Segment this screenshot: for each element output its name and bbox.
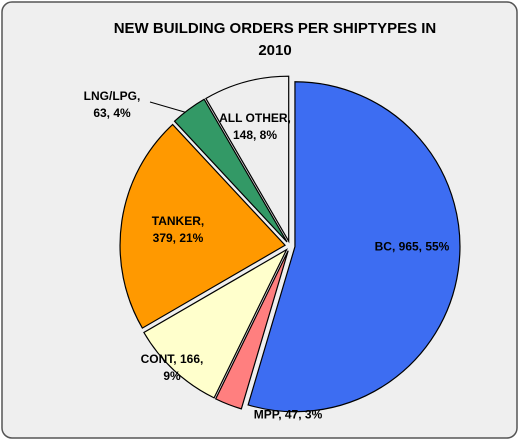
slice-label: TANKER, 379, 21% xyxy=(151,214,205,245)
slice-label: BC, 965, 55% xyxy=(374,239,450,254)
slice-label: MPP, 47, 3% xyxy=(253,407,323,422)
slice-label: CONT, 166, 9% xyxy=(140,352,204,383)
slices xyxy=(119,75,461,413)
pie-slice xyxy=(205,75,290,244)
pie-slice xyxy=(119,123,287,329)
pie-slice xyxy=(143,248,288,399)
pie-slice xyxy=(214,250,289,410)
slice-label: ALL OTHER, 148, 8% xyxy=(219,111,291,142)
pie-slice xyxy=(173,98,288,243)
slice-label: LNG/LPG, 63, 4% xyxy=(83,89,141,120)
pie-slice xyxy=(247,81,461,413)
chart-title: NEW BUILDING ORDERS PER SHIPTYPES IN 201… xyxy=(113,20,437,59)
